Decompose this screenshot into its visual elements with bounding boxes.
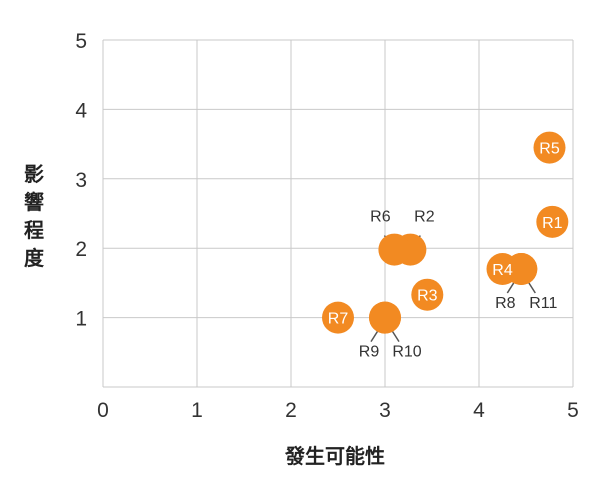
y-tick-label: 1 (75, 308, 87, 331)
y-tick-label: 2 (75, 238, 87, 261)
x-tick-label: 1 (191, 399, 203, 422)
point-marker-r10 (369, 301, 401, 334)
x-tick-label: 0 (97, 399, 109, 422)
point-label-r3: R3 (417, 288, 438, 305)
point-label-r5: R5 (539, 141, 560, 158)
y-tick-label: 4 (75, 99, 87, 122)
point-label-r1: R1 (542, 215, 563, 232)
point-label-r2: R2 (414, 209, 435, 226)
x-tick-label: 2 (285, 399, 297, 422)
point-label-r7: R7 (328, 311, 349, 328)
point-label-r9: R9 (359, 344, 380, 361)
y-tick-label: 5 (75, 30, 87, 53)
point-marker-r6 (378, 233, 411, 266)
point-labels: R1 R2 R3 R4 R5 R6 R7 R8 R11 R9 R10 (328, 141, 563, 361)
point-marker-r1 (536, 205, 569, 238)
y-axis-label: 影響程度 (24, 162, 44, 270)
x-tick-label: 5 (567, 399, 579, 422)
y-tick-label: 3 (75, 169, 87, 192)
data-points (322, 131, 569, 334)
point-marker-r3 (411, 278, 444, 311)
x-tick-label: 3 (379, 399, 391, 422)
point-label-r6: R6 (370, 209, 391, 226)
point-label-r8: R8 (495, 295, 516, 312)
point-label-r10: R10 (392, 344, 421, 361)
point-marker-r11 (505, 253, 538, 286)
x-axis-label: 發生可能性 (285, 444, 385, 468)
grid (102, 39, 574, 388)
x-tick-label: 4 (473, 399, 485, 422)
point-label-r11: R11 (529, 295, 557, 312)
point-label-r4: R4 (492, 262, 513, 279)
point-marker-r5 (533, 131, 566, 164)
point-marker-r7 (322, 301, 354, 334)
tick-labels: 0 1 2 3 4 5 1 2 3 4 5 (75, 30, 579, 422)
